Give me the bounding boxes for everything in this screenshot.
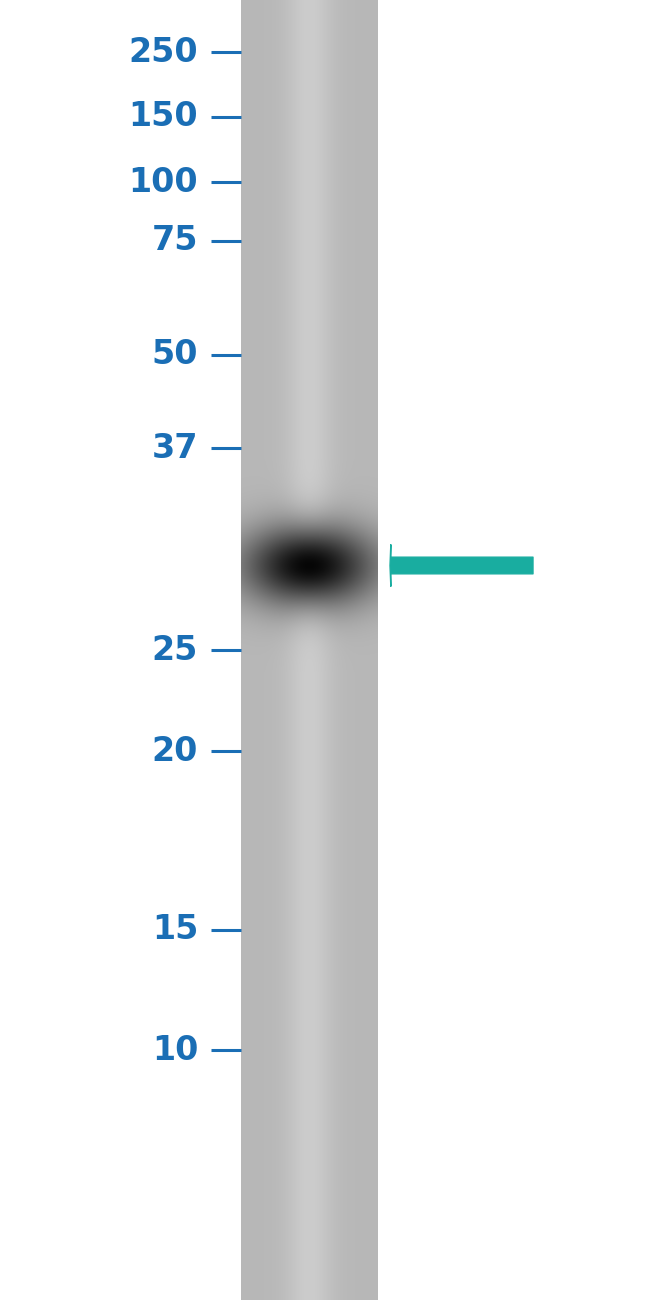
Text: 75: 75: [151, 224, 198, 257]
Text: 20: 20: [152, 734, 198, 768]
Text: 250: 250: [129, 35, 198, 69]
Text: 100: 100: [129, 165, 198, 199]
Text: 10: 10: [152, 1034, 198, 1067]
Text: 15: 15: [152, 913, 198, 946]
Text: 25: 25: [152, 633, 198, 667]
Text: 50: 50: [151, 338, 198, 372]
Text: 37: 37: [151, 432, 198, 465]
Text: 150: 150: [129, 100, 198, 134]
